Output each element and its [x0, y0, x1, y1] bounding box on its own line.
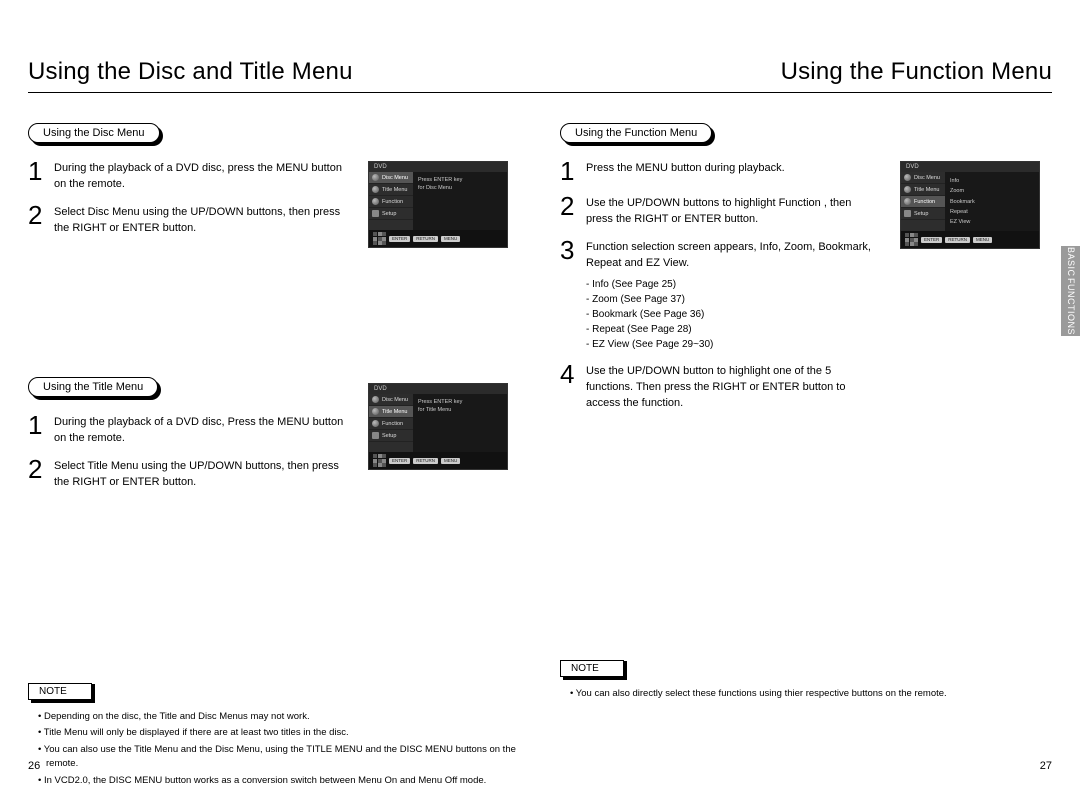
page-title-bar: Using the Disc and Title Menu Using the … [28, 58, 1052, 93]
section-label-function: Using the Function Menu [560, 123, 712, 143]
step-number: 2 [28, 203, 46, 228]
nav-icon [373, 232, 386, 245]
page-number-left: 26 [28, 760, 40, 772]
step-text: Use the UP/DOWN button to highlight one … [586, 362, 880, 412]
left-column: Using the Disc Menu 1 During the playbac… [28, 123, 520, 790]
note-list-right: You can also directly select these funct… [560, 687, 1052, 701]
step-number: 1 [28, 413, 46, 438]
disc-icon [904, 174, 911, 181]
disc-icon [904, 198, 911, 205]
nav-icon [373, 454, 386, 467]
step-number: 2 [560, 194, 578, 219]
step-text: Function selection screen appears, Info,… [586, 238, 880, 353]
step-number: 4 [560, 362, 578, 387]
step-number: 2 [28, 457, 46, 482]
nav-icon [905, 233, 918, 246]
osd-header: DVD [369, 384, 507, 394]
note-label-left: NOTE [28, 681, 92, 700]
osd-header: DVD [901, 162, 1039, 172]
title-steps: 1 During the playback of a DVD disc, Pre… [28, 413, 348, 491]
disc-icon [904, 186, 911, 193]
osd-disc-menu: DVD Disc Menu Title Menu Function Setup … [368, 161, 508, 248]
function-steps: 1 Press the MENU button during playback.… [560, 159, 880, 412]
step-text: Use the UP/DOWN buttons to highlight Fun… [586, 194, 880, 228]
disc-steps: 1 During the playback of a DVD disc, pre… [28, 159, 348, 237]
page-title-right: Using the Function Menu [781, 58, 1052, 86]
disc-icon [372, 408, 379, 415]
step-text: Select Title Menu using the UP/DOWN butt… [54, 457, 348, 491]
disc-icon [372, 198, 379, 205]
disc-icon [372, 174, 379, 181]
note-label-right: NOTE [560, 658, 624, 677]
page-number-right: 27 [1040, 760, 1052, 772]
gear-icon [372, 210, 379, 217]
step-text: Select Disc Menu using the UP/DOWN butto… [54, 203, 348, 237]
step-text: Press the MENU button during playback. [586, 159, 785, 177]
osd-header: DVD [369, 162, 507, 172]
gear-icon [372, 432, 379, 439]
step-text: During the playback of a DVD disc, Press… [54, 413, 348, 447]
right-column: Using the Function Menu 1 Press the MENU… [560, 123, 1052, 790]
side-tab-basic-functions: BASIC FUNCTIONS [1061, 246, 1080, 336]
page-title-left: Using the Disc and Title Menu [28, 58, 353, 86]
osd-function-menu: DVD Disc Menu Title Menu Function Setup … [900, 161, 1040, 249]
step-number: 1 [560, 159, 578, 184]
osd-title-menu: DVD Disc Menu Title Menu Function Setup … [368, 383, 508, 470]
note-list-left: Depending on the disc, the Title and Dis… [28, 710, 520, 788]
disc-icon [372, 420, 379, 427]
disc-icon [372, 186, 379, 193]
disc-icon [372, 396, 379, 403]
section-label-disc: Using the Disc Menu [28, 123, 160, 143]
step-number: 1 [28, 159, 46, 184]
step-text: During the playback of a DVD disc, press… [54, 159, 348, 193]
section-label-title: Using the Title Menu [28, 377, 158, 397]
gear-icon [904, 210, 911, 217]
step-number: 3 [560, 238, 578, 263]
